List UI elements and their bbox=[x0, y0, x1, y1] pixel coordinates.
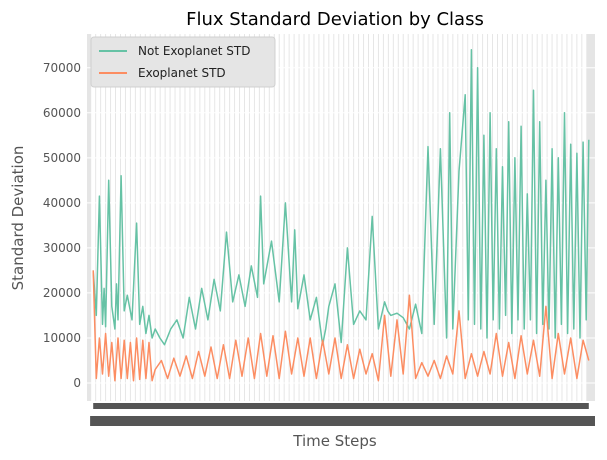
y-tick-label: 70000 bbox=[43, 61, 81, 75]
y-tick-label: 30000 bbox=[43, 241, 81, 255]
y-tick-label: 20000 bbox=[43, 286, 81, 300]
x-tick-labels-band bbox=[90, 416, 595, 426]
x-axis-label: Time Steps bbox=[292, 432, 377, 450]
y-tick-label: 0 bbox=[73, 376, 81, 390]
x-tick-marks-band bbox=[93, 403, 589, 409]
x-tick-labels-overlapped bbox=[90, 403, 595, 426]
y-tick-label: 50000 bbox=[43, 151, 81, 165]
legend-box bbox=[90, 36, 276, 88]
grid-lines bbox=[87, 34, 595, 401]
y-tick-label: 40000 bbox=[43, 196, 81, 210]
legend-label-exoplanet: Exoplanet STD bbox=[138, 66, 226, 80]
series-line-exoplanet bbox=[92, 270, 590, 382]
y-axis-label: Standard Deviation bbox=[9, 146, 27, 291]
chart-title: Flux Standard Deviation by Class bbox=[186, 9, 484, 30]
legend: Not Exoplanet STD Exoplanet STD bbox=[90, 36, 276, 88]
legend-label-not-exoplanet: Not Exoplanet STD bbox=[138, 44, 251, 58]
y-tick-label: 60000 bbox=[43, 106, 81, 120]
y-tick-labels: 0 10000 20000 30000 40000 50000 60000 70000 bbox=[43, 61, 81, 390]
series-layer bbox=[92, 49, 590, 382]
y-tick-label: 10000 bbox=[43, 331, 81, 345]
series-line-not-exoplanet bbox=[92, 49, 590, 346]
